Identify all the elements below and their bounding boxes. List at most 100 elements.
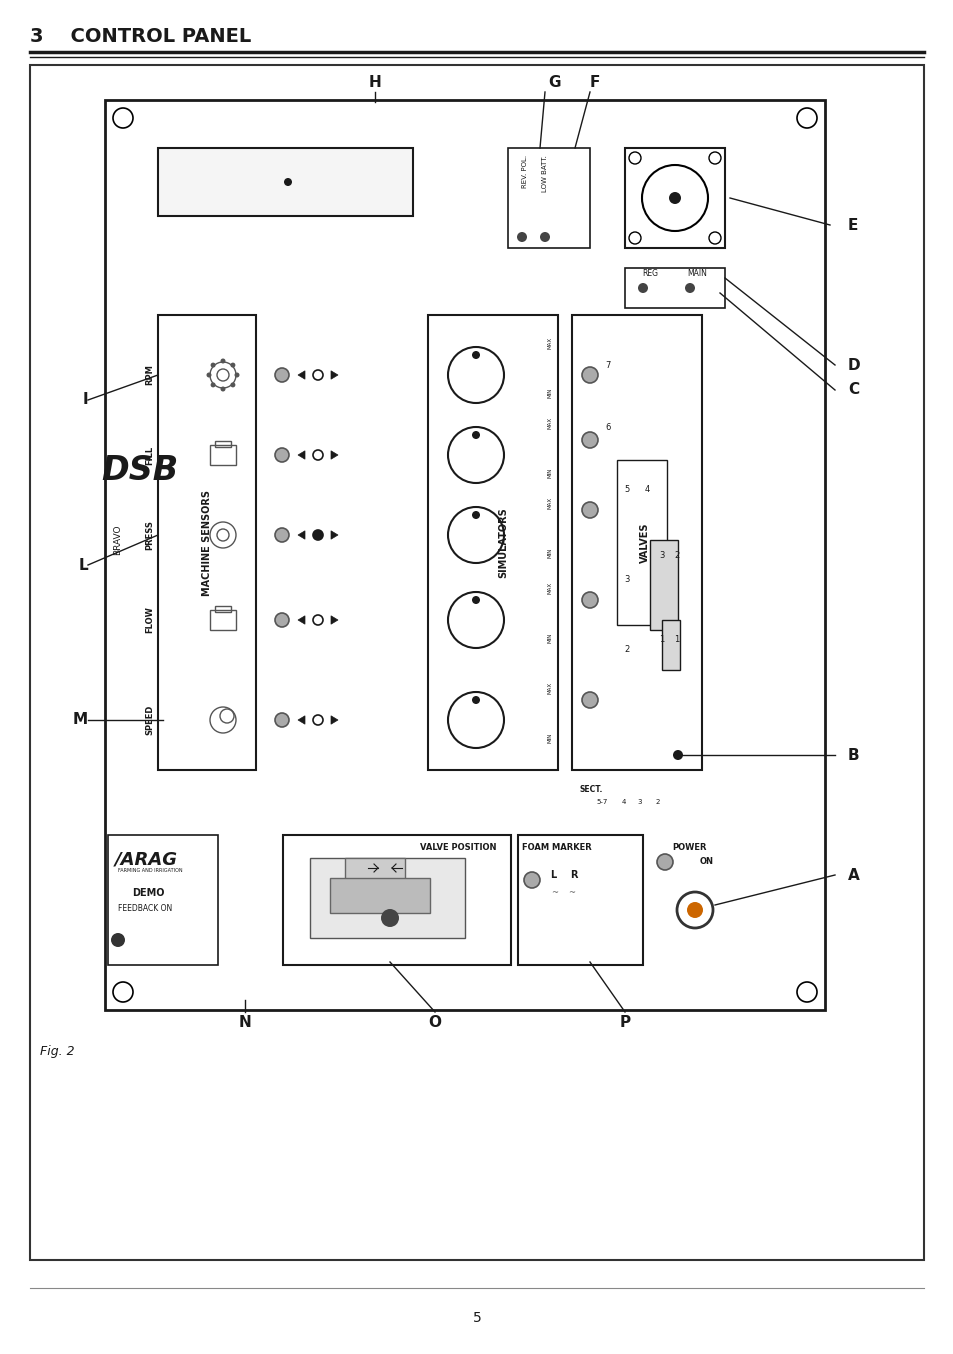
Circle shape (211, 382, 215, 387)
Bar (617, 460, 666, 626)
Polygon shape (331, 616, 337, 624)
Text: REV. POL.: REV. POL. (521, 154, 527, 188)
Text: ~: ~ (568, 888, 575, 898)
Text: F: F (589, 74, 599, 89)
Circle shape (517, 232, 526, 242)
Bar (158, 148, 413, 217)
Text: SIMULATORS: SIMULATORS (497, 508, 507, 578)
Bar (517, 835, 642, 965)
Text: REG: REG (641, 269, 658, 278)
Text: 7: 7 (604, 360, 610, 370)
Text: Fig. 2: Fig. 2 (40, 1045, 74, 1057)
Circle shape (472, 351, 479, 359)
Circle shape (220, 386, 225, 391)
Circle shape (111, 933, 125, 946)
Text: 4: 4 (621, 799, 625, 806)
Text: MAX: MAX (547, 682, 553, 695)
Text: FILL: FILL (145, 445, 153, 464)
Bar (345, 858, 405, 894)
Polygon shape (297, 531, 305, 539)
Polygon shape (297, 371, 305, 379)
Bar (105, 100, 824, 1010)
Text: MACHINE SENSORS: MACHINE SENSORS (202, 490, 212, 596)
Text: 5-7: 5-7 (596, 799, 607, 806)
Circle shape (274, 368, 289, 382)
Text: 2: 2 (655, 799, 659, 806)
Circle shape (539, 232, 550, 242)
Text: 3: 3 (623, 575, 629, 585)
Text: MAX: MAX (547, 337, 553, 349)
Circle shape (220, 359, 225, 363)
Text: ON: ON (700, 857, 713, 867)
Text: MIN: MIN (547, 733, 553, 743)
Text: FOAM MARKER: FOAM MARKER (521, 844, 591, 852)
Circle shape (206, 372, 212, 378)
Circle shape (581, 367, 598, 383)
Bar (210, 611, 235, 630)
Circle shape (657, 854, 672, 871)
Text: I: I (82, 393, 88, 408)
Bar (283, 835, 511, 965)
Text: A: A (847, 868, 859, 883)
Text: MIN: MIN (547, 632, 553, 643)
Bar (428, 315, 558, 770)
Circle shape (472, 431, 479, 439)
Circle shape (523, 872, 539, 888)
Circle shape (231, 382, 235, 387)
Text: VALVES: VALVES (639, 523, 649, 563)
Text: G: G (548, 74, 560, 89)
Text: DSB: DSB (101, 454, 178, 486)
Circle shape (234, 372, 239, 378)
Text: C: C (847, 382, 859, 398)
Circle shape (638, 283, 647, 292)
Bar (210, 445, 235, 464)
Text: MIN: MIN (547, 387, 553, 398)
Text: MIN: MIN (547, 468, 553, 478)
Text: BRAVO: BRAVO (113, 525, 122, 555)
Text: 6: 6 (604, 424, 610, 432)
Bar (661, 620, 679, 670)
Text: 1: 1 (659, 635, 664, 645)
Text: B: B (847, 747, 859, 762)
Text: /ARAG: /ARAG (115, 850, 178, 868)
Text: E: E (847, 218, 858, 233)
Circle shape (313, 529, 323, 540)
Text: 3: 3 (638, 799, 641, 806)
Text: M: M (72, 712, 88, 727)
Circle shape (581, 592, 598, 608)
Text: FLOW: FLOW (145, 607, 153, 634)
Text: 1: 1 (674, 635, 679, 645)
Bar (214, 607, 231, 612)
Text: 5: 5 (623, 486, 629, 494)
Circle shape (274, 613, 289, 627)
Text: 3: 3 (659, 551, 664, 559)
Bar (30, 65, 923, 1261)
Circle shape (684, 283, 695, 292)
Text: FEEDBACK ON: FEEDBACK ON (118, 904, 172, 913)
Bar (572, 315, 701, 770)
Text: PRESS: PRESS (145, 520, 153, 550)
Polygon shape (297, 451, 305, 459)
Text: MAX: MAX (547, 417, 553, 429)
Circle shape (231, 363, 235, 367)
Text: RPM: RPM (145, 364, 153, 386)
Text: POWER: POWER (671, 844, 706, 852)
Text: L: L (550, 871, 556, 880)
Circle shape (472, 510, 479, 519)
Bar (649, 540, 678, 630)
Circle shape (274, 528, 289, 542)
Circle shape (284, 177, 292, 185)
Circle shape (380, 909, 398, 927)
Bar (624, 148, 724, 248)
Circle shape (274, 448, 289, 462)
Circle shape (668, 192, 680, 204)
Text: MAX: MAX (547, 497, 553, 509)
Text: O: O (428, 1016, 441, 1030)
Bar (108, 835, 218, 965)
Circle shape (211, 363, 215, 367)
Polygon shape (297, 716, 305, 724)
Bar (330, 877, 430, 913)
Polygon shape (331, 531, 337, 539)
Text: 4: 4 (643, 486, 649, 494)
Text: H: H (368, 74, 381, 89)
